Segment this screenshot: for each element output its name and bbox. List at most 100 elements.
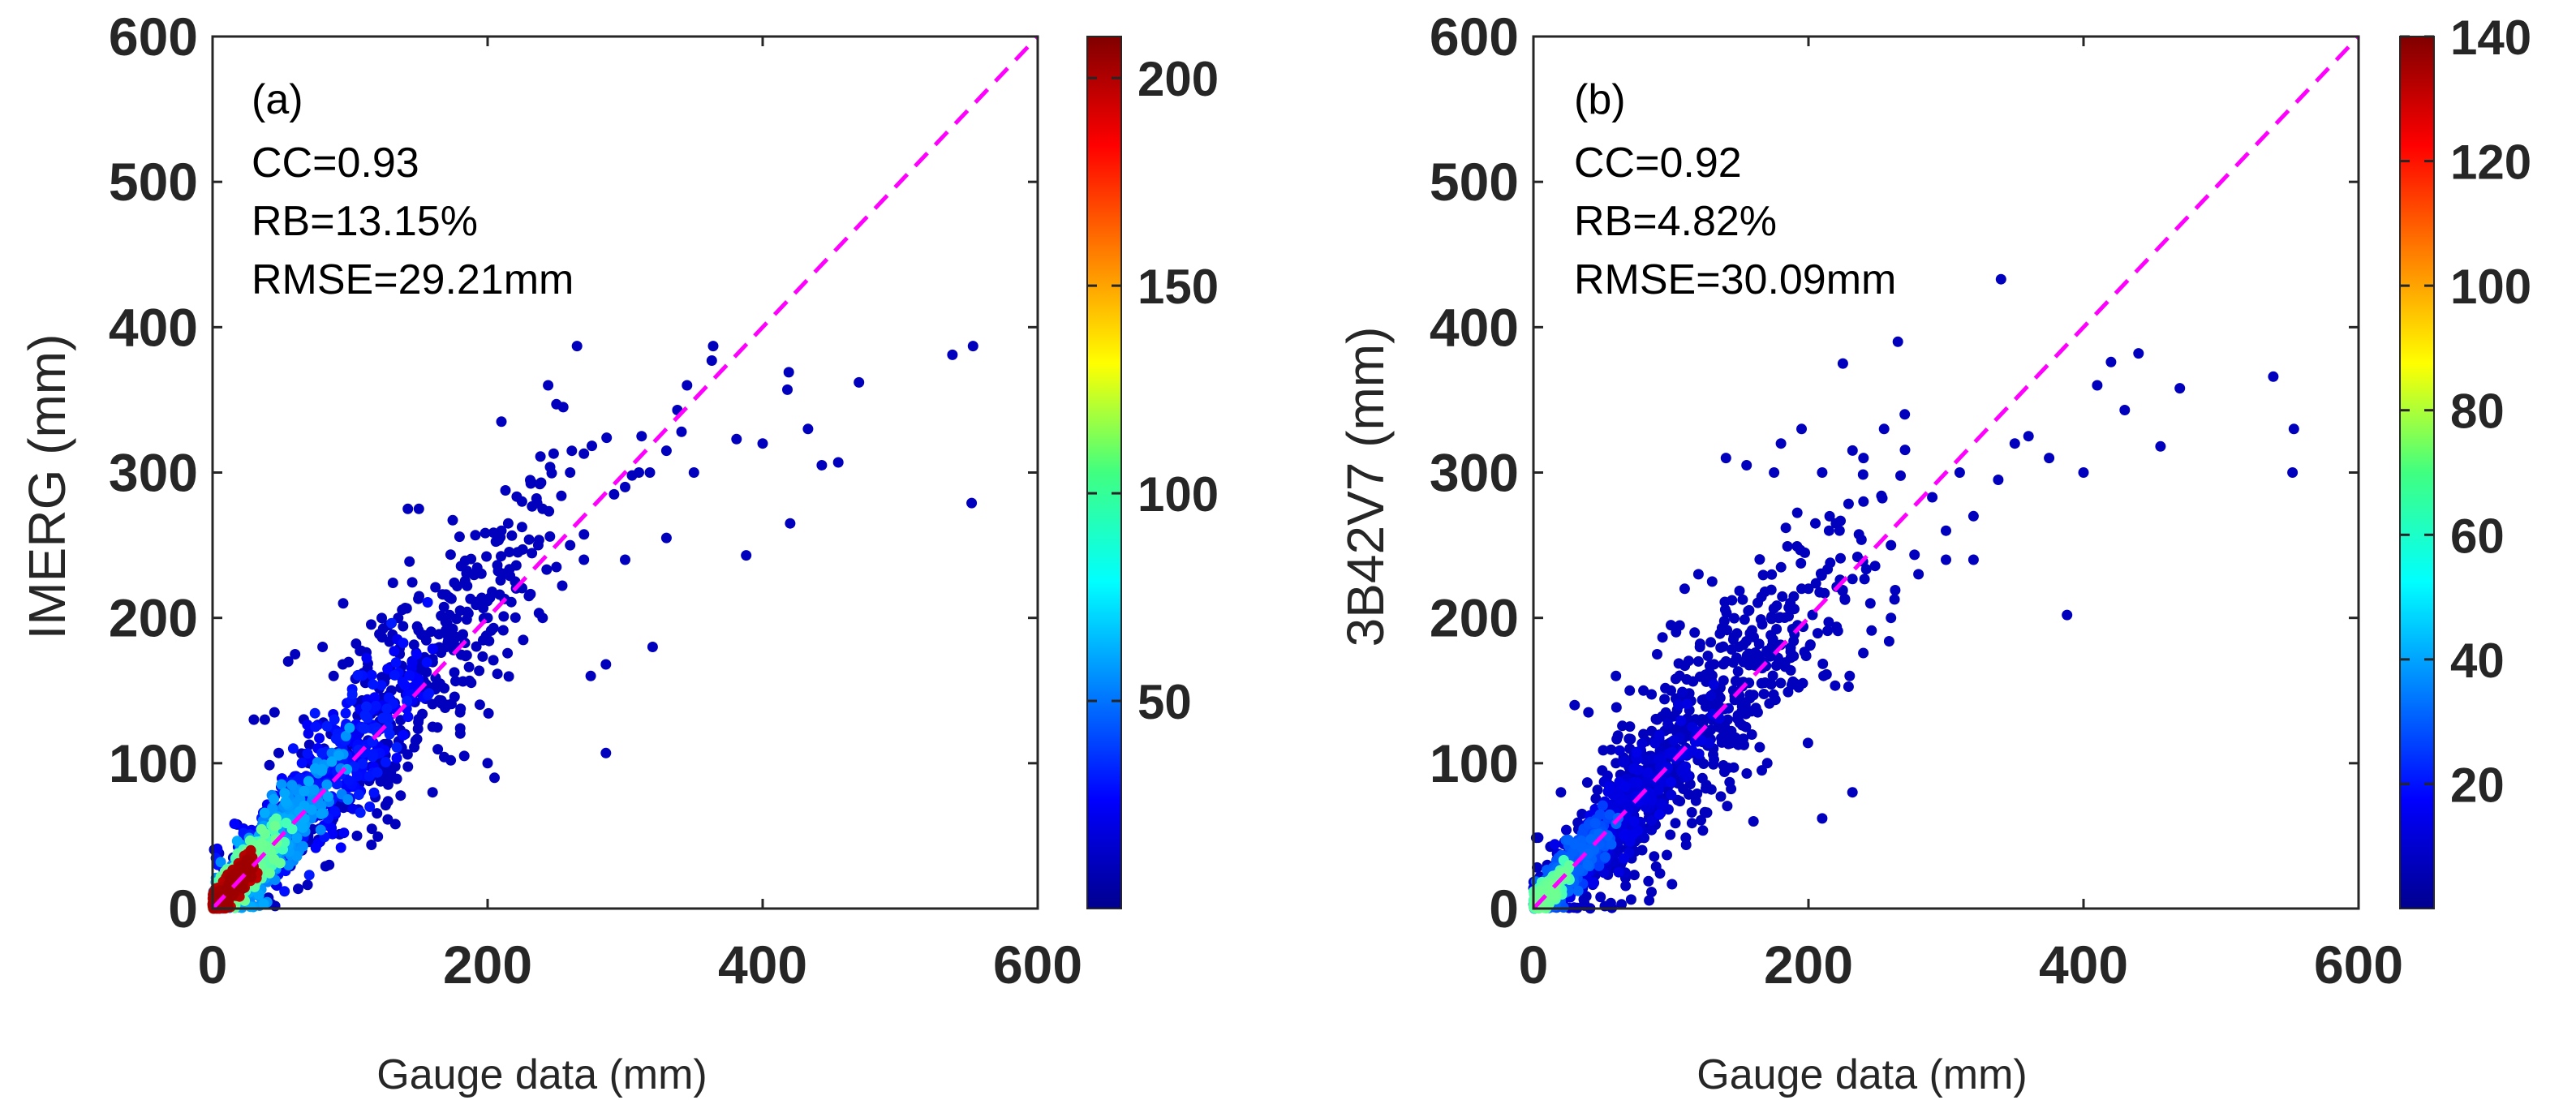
scatter-point [1737,594,1748,605]
scatter-point [1692,655,1704,667]
scatter-point [1619,830,1630,841]
scatter-point [1720,453,1731,464]
scatter-point [2133,348,2144,359]
scatter-point [398,621,409,632]
scatter-point [1837,358,1848,369]
scatter-point [543,380,554,391]
scatter-point [1686,818,1697,829]
scatter-point [420,634,432,646]
scatter-point [571,341,583,352]
scatter-point [1824,510,1835,522]
scatter-point [398,638,409,649]
scatter-point [456,649,467,660]
scatter-point [1628,870,1640,881]
scatter-point [1589,818,1601,829]
panel-a-imerg: 0 200 400 600 0 100 200 300 400 500 600 (a) CC=0.9… [18,6,1219,1098]
scatter-point [340,707,351,719]
scatter-point [1654,729,1665,741]
scatter-point [587,440,597,452]
scatter-point [1817,813,1828,824]
scatter-point [458,750,470,762]
scatter-point [440,703,451,713]
scatter-point [1679,583,1690,595]
scatter-point [427,787,438,798]
panel-b-points [1528,273,2299,914]
scatter-point [267,803,278,814]
panel-a-colorbar [1086,36,1122,909]
panel-b-colorbar [2399,36,2435,909]
scatter-point [620,554,630,565]
scatter-point [2078,467,2089,478]
scatter-point [359,723,370,734]
scatter-point [454,531,465,543]
scatter-point [1561,824,1572,836]
scatter-point [1660,707,1671,718]
scatter-point [361,701,372,712]
scatter-point [1708,679,1719,690]
scatter-point [1843,681,1854,692]
scatter-point [470,530,481,541]
scatter-point [557,402,569,413]
y-tick-label: 300 [109,443,198,503]
scatter-point [1706,576,1718,587]
scatter-point [406,657,418,668]
scatter-point [1705,637,1717,648]
scatter-point [1883,636,1894,647]
scatter-point [1757,765,1767,776]
scatter-point [1941,525,1951,536]
scatter-point [287,743,299,754]
scatter-point [1732,666,1744,677]
scatter-point [488,527,499,539]
scatter-point [525,475,535,486]
scatter-point [1581,777,1593,788]
scatter-point [1786,679,1797,690]
scatter-point [269,820,281,831]
scatter-point [389,646,400,657]
scatter-point [382,814,393,825]
scatter-point [1768,603,1779,614]
scatter-point [465,593,476,604]
scatter-point [816,460,828,471]
scatter-point [321,720,333,732]
scatter-point [458,676,469,687]
scatter-point [1860,564,1872,575]
scatter-point [1597,800,1608,811]
scatter-point [565,539,576,551]
scatter-point [1650,713,1662,724]
colorbar-tick-label: 120 [2450,135,2531,190]
scatter-point [462,580,473,591]
scatter-point [741,550,752,561]
scatter-point [432,722,443,733]
scatter-point [446,633,458,644]
scatter-point [1748,816,1759,827]
colorbar-tick-label: 50 [1137,675,1192,729]
scatter-point [366,823,377,835]
scatter-point [1993,475,2004,485]
scatter-point [302,719,313,730]
scatter-point [483,707,494,719]
scatter-point [454,723,466,734]
scatter-point [264,867,275,879]
scatter-point [1733,642,1744,652]
scatter-point [269,707,280,718]
scatter-point [408,639,419,651]
scatter-point [2105,356,2117,367]
scatter-point [303,728,314,739]
scatter-point [1628,816,1640,827]
scatter-point [481,551,492,562]
panel-a-x-axis-label: Gauge data (mm) [376,1051,707,1098]
scatter-point [1649,737,1661,749]
scatter-point [1817,658,1829,669]
scatter-point [1671,626,1682,638]
scatter-point [1616,899,1628,910]
scatter-point [1686,806,1697,818]
scatter-point [1889,594,1900,605]
scatter-point [482,758,493,769]
scatter-point [644,467,656,478]
scatter-point [1967,510,1979,522]
scatter-point [1696,814,1706,826]
scatter-point [1774,612,1786,623]
scatter-point [1775,561,1787,573]
scatter-point [395,790,406,801]
